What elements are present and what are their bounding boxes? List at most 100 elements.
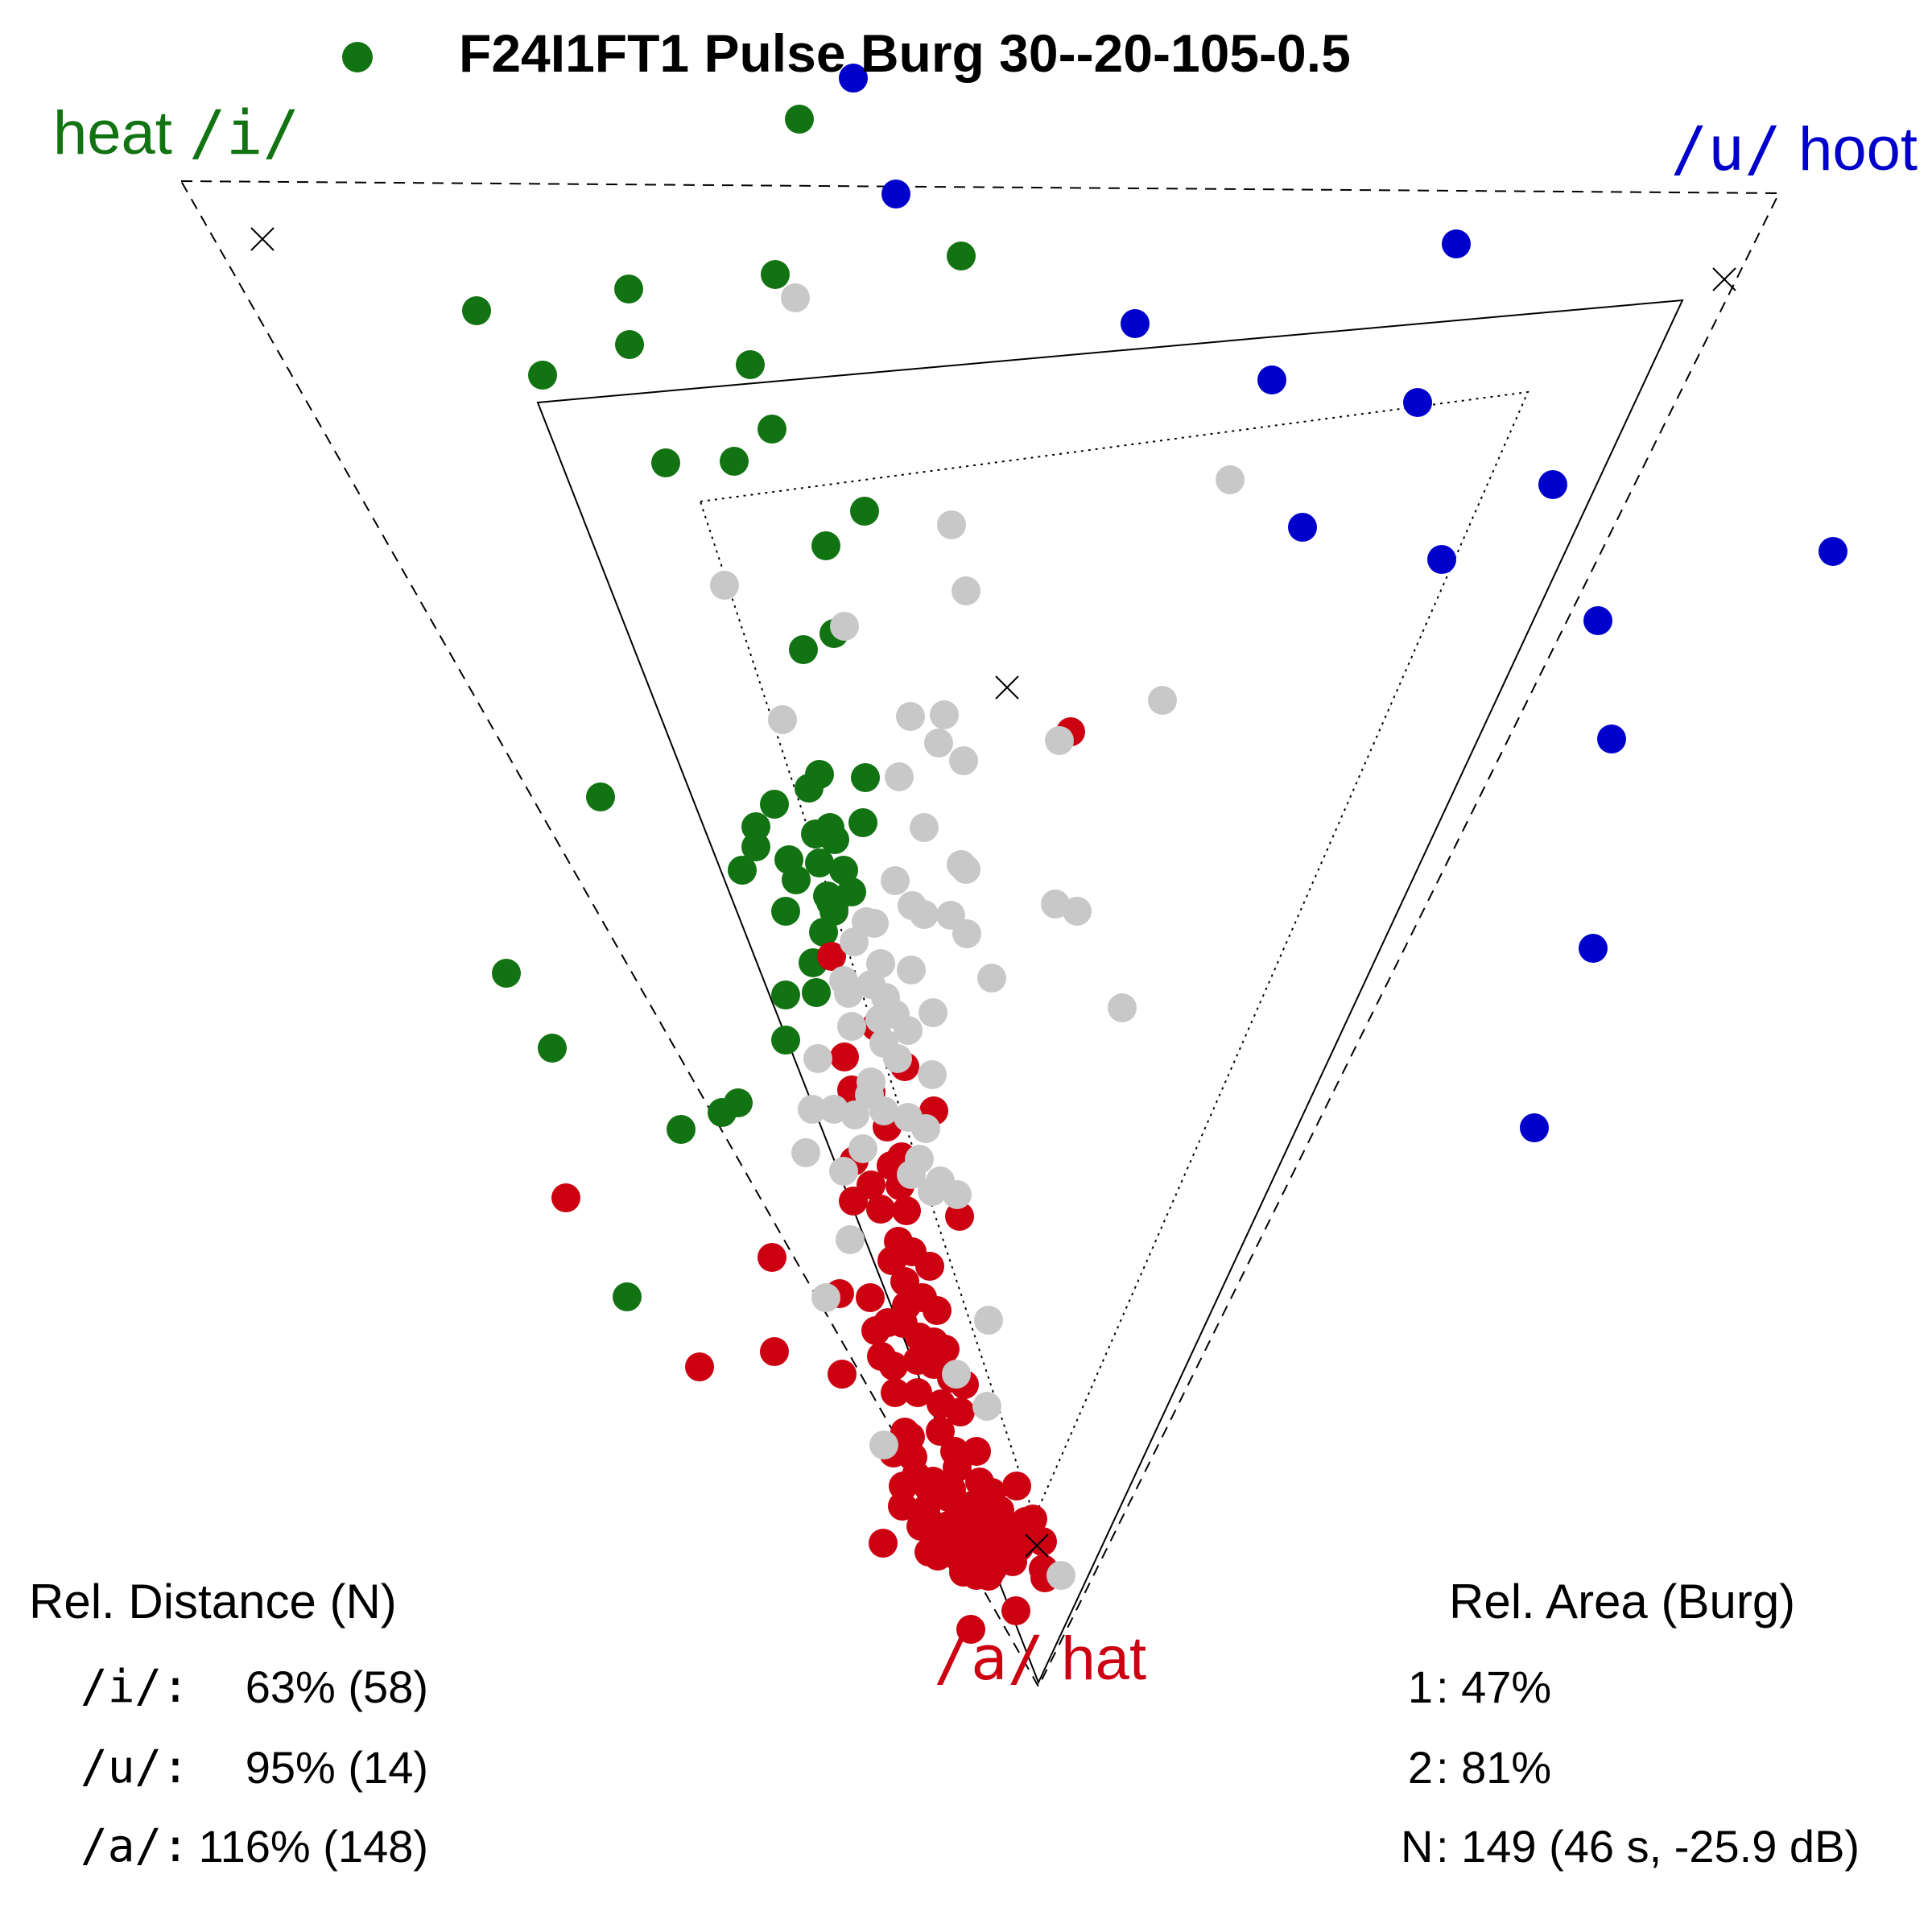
vowel-i-word: heat <box>53 99 172 167</box>
point-other <box>894 1016 923 1045</box>
point-other <box>798 1095 827 1124</box>
point-a <box>1028 1527 1057 1556</box>
point-a <box>551 1183 580 1212</box>
point-a <box>866 1195 895 1224</box>
point-i <box>809 918 838 947</box>
point-other <box>834 979 863 1008</box>
point-i <box>795 774 824 803</box>
point-a <box>903 1378 932 1407</box>
point-other <box>710 571 739 600</box>
point-other <box>1045 726 1074 755</box>
point-i <box>785 105 814 134</box>
rel-distance-value-a: 116% (148) <box>198 1821 428 1872</box>
centroid-x-marker <box>250 227 275 251</box>
vowel-i-symbol: /i/ <box>189 97 300 168</box>
point-a <box>817 942 846 971</box>
triangle-area-2-solid <box>536 299 1684 1685</box>
point-u <box>839 64 868 93</box>
point-other <box>1216 465 1245 494</box>
point-a <box>915 1252 944 1281</box>
point-i <box>728 856 757 885</box>
point-other <box>972 1392 1001 1421</box>
point-other <box>803 1044 832 1073</box>
point-other <box>883 1044 912 1073</box>
point-i <box>819 892 848 921</box>
point-u <box>1403 388 1432 417</box>
point-i <box>708 1098 737 1127</box>
rel-distance-label-i: /i/: <box>80 1661 189 1713</box>
point-a <box>861 1316 890 1345</box>
point-a <box>914 1474 943 1503</box>
point-i <box>771 980 800 1009</box>
point-other <box>865 1005 894 1034</box>
point-a <box>980 1528 1009 1557</box>
point-other <box>918 1177 947 1206</box>
point-i <box>586 782 615 811</box>
point-a <box>1005 1533 1034 1562</box>
point-a <box>758 1243 786 1272</box>
point-i <box>947 242 976 270</box>
point-a <box>940 1437 969 1466</box>
triangle-reference-dashed <box>180 180 1781 1689</box>
point-a <box>946 1397 975 1426</box>
point-other <box>897 956 926 985</box>
vowel-label-u: /u/ hoot <box>1671 113 1918 184</box>
point-a <box>906 1512 935 1541</box>
point-other <box>848 1134 877 1163</box>
point-i <box>528 361 557 390</box>
point-other <box>885 762 914 791</box>
point-other <box>919 998 947 1027</box>
point-i <box>758 415 786 444</box>
point-i <box>720 447 749 476</box>
rel-area-label-n: N <box>1401 1821 1434 1872</box>
point-a <box>856 1283 885 1312</box>
rel-distance-label-u: /u/: <box>80 1741 189 1794</box>
point-other <box>952 855 980 884</box>
vowel-a-symbol: /a/ <box>934 1622 1045 1694</box>
point-other <box>881 866 910 895</box>
point-other <box>930 700 959 729</box>
point-a <box>879 1352 908 1381</box>
centroid-x-marker <box>1712 267 1736 291</box>
point-i <box>538 1034 567 1063</box>
point-other <box>837 1012 866 1041</box>
point-a <box>926 1417 955 1446</box>
point-other <box>869 1430 898 1459</box>
point-a <box>956 1551 985 1580</box>
point-u <box>1427 545 1456 574</box>
vowel-label-a: /a/ hat <box>934 1622 1146 1694</box>
point-other <box>896 702 925 731</box>
point-a <box>760 1337 789 1366</box>
point-other <box>869 1096 898 1125</box>
point-a <box>962 1437 991 1466</box>
point-other <box>1148 686 1177 715</box>
point-other <box>781 283 810 312</box>
point-other <box>829 1157 858 1186</box>
point-i <box>760 790 789 819</box>
point-a <box>956 1615 985 1644</box>
point-other <box>840 927 869 956</box>
point-i <box>811 531 840 560</box>
point-i <box>736 350 765 379</box>
rel-distance-heading: Rel. Distance (N) <box>29 1575 397 1629</box>
point-other <box>974 1306 1003 1335</box>
point-other <box>1108 993 1137 1022</box>
rel-area-value-n: : 149 (46 s, -25.9 dB) <box>1436 1821 1860 1872</box>
point-u <box>1818 537 1847 566</box>
point-a <box>923 1542 952 1571</box>
point-i <box>829 856 858 885</box>
point-other <box>977 964 1006 993</box>
rel-distance-label-a: /a/: <box>80 1820 189 1872</box>
point-other <box>911 1114 940 1143</box>
vowel-label-i: heat /i/ <box>53 97 299 168</box>
point-a <box>881 1378 910 1407</box>
point-other <box>924 729 953 758</box>
point-u <box>881 180 910 208</box>
point-other <box>897 1160 926 1189</box>
point-other <box>1063 897 1092 926</box>
point-a <box>877 1246 906 1275</box>
point-i <box>848 808 877 837</box>
data-points <box>462 64 1847 1644</box>
point-a <box>1001 1596 1030 1625</box>
